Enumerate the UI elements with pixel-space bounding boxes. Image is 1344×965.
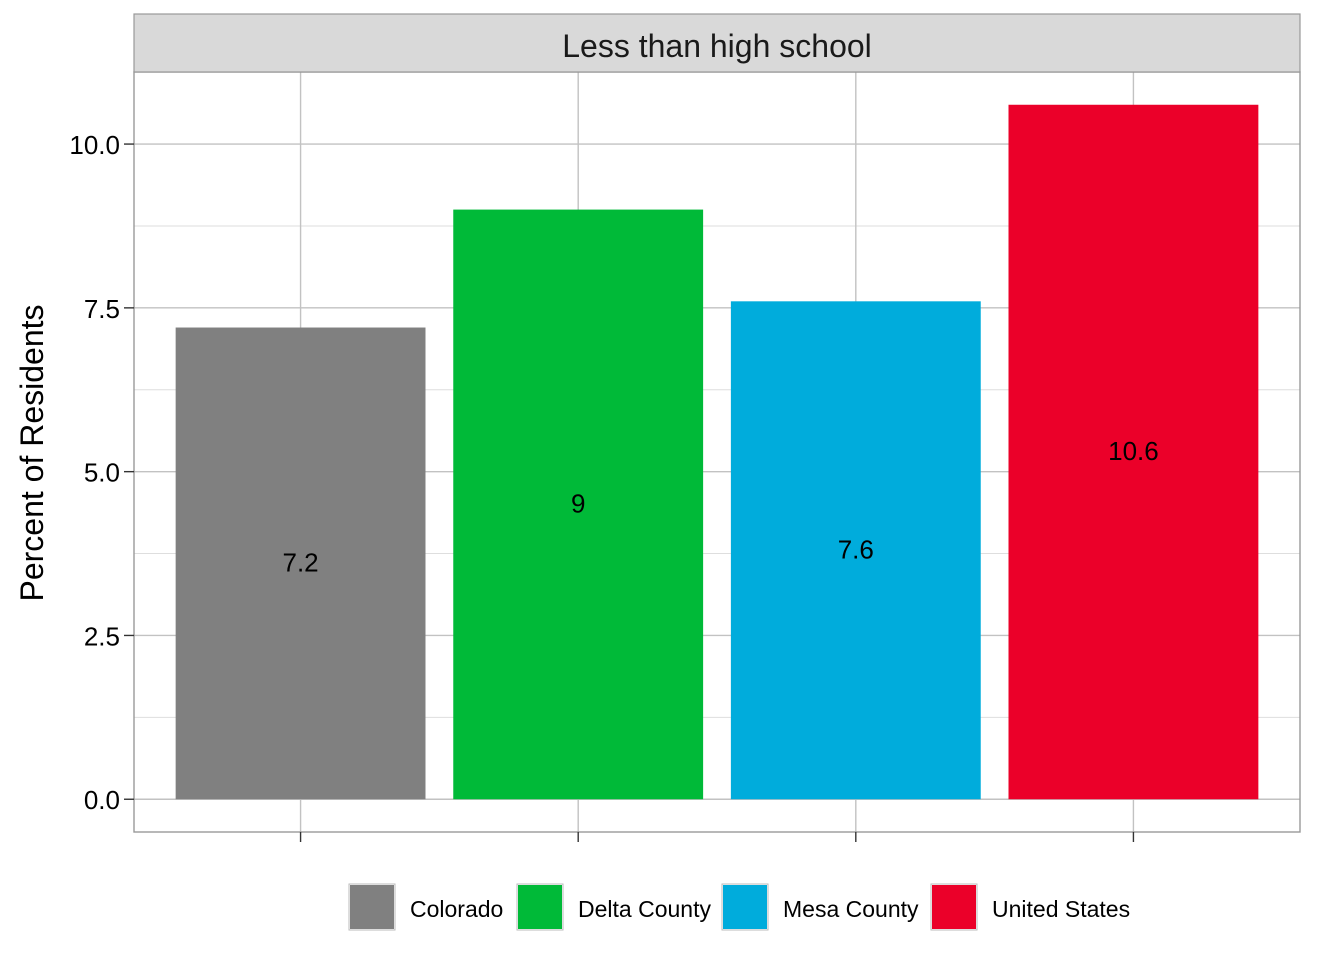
y-tick-label: 5.0 [84, 458, 120, 488]
legend-label: Mesa County [783, 896, 919, 922]
legend-item-colorado: Colorado [348, 883, 503, 931]
legend-item-united-states: United States [930, 883, 1130, 931]
bar-united-states [1008, 104, 1259, 800]
legend-swatch [932, 885, 976, 929]
data-label-layer: 7.2 9 7.6 10.6 [282, 436, 1158, 577]
legend-item-delta-county: Delta County [516, 883, 711, 931]
bar-value-label: 7.2 [282, 547, 318, 577]
axis-layer: 0.0 2.5 5.0 7.5 10.0 [69, 130, 1135, 842]
bar-delta-county [453, 209, 704, 800]
legend-swatch [350, 885, 394, 929]
legend-label: Delta County [578, 896, 711, 922]
bar-value-label: 10.6 [1108, 436, 1159, 466]
legend-item-mesa-county: Mesa County [721, 883, 919, 931]
facet-strip-background [133, 13, 1301, 73]
y-tick-label: 7.5 [84, 294, 120, 324]
facet-title: Less than high school [562, 28, 872, 64]
bar-colorado [175, 327, 426, 800]
y-axis-label: Percent of Residents [14, 304, 50, 601]
y-tick-label: 0.0 [84, 785, 120, 815]
legend-swatch [723, 885, 767, 929]
bar-layer [175, 104, 1259, 800]
legend: Colorado Delta County Mesa County United St… [348, 883, 1130, 931]
y-tick-label: 10.0 [69, 130, 120, 160]
bar-mesa-county [730, 301, 981, 800]
legend-label: United States [992, 896, 1130, 922]
bar-value-label: 9 [571, 488, 585, 518]
legend-swatch [518, 885, 562, 929]
bar-value-label: 7.6 [838, 534, 874, 564]
y-tick-label: 2.5 [84, 621, 120, 651]
facet-strip: Less than high school [133, 13, 1301, 73]
legend-label: Colorado [410, 896, 503, 922]
